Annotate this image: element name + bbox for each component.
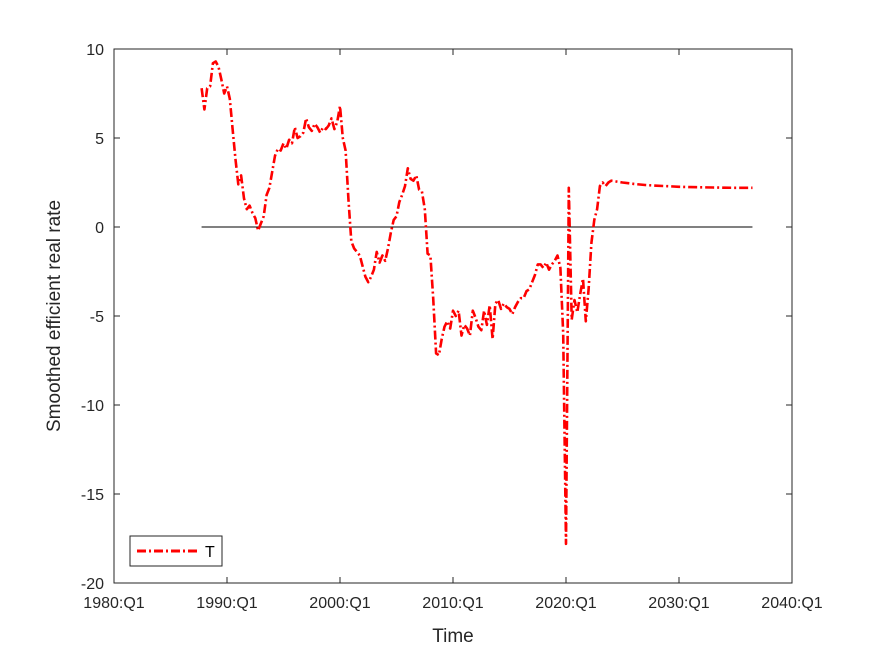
series-layer bbox=[200, 60, 753, 546]
y-axis-label: Smoothed efficient real rate bbox=[44, 200, 65, 432]
y-tick-label: -5 bbox=[90, 309, 104, 326]
x-tick-label: 2020:Q1 bbox=[535, 595, 596, 612]
legend-label-t: T bbox=[205, 544, 215, 561]
x-tick-label: 1980:Q1 bbox=[83, 595, 144, 612]
series-line-t bbox=[200, 60, 753, 546]
y-tick-label: -10 bbox=[81, 398, 104, 415]
y-tick-label: -20 bbox=[81, 576, 104, 593]
y-tick-label: 5 bbox=[95, 131, 104, 148]
x-axis-ticks: 1980:Q1 1990:Q1 2000:Q1 2010:Q1 2020:Q1 2030:… bbox=[83, 49, 823, 612]
x-tick-label: 2010:Q1 bbox=[422, 595, 483, 612]
legend: T bbox=[129, 535, 223, 567]
y-axis-ticks: 10 5 0 -5 -10 -15 -20 bbox=[81, 42, 792, 593]
y-tick-label: 0 bbox=[95, 220, 104, 237]
x-tick-label: 2000:Q1 bbox=[309, 595, 370, 612]
x-tick-label: 2030:Q1 bbox=[648, 595, 709, 612]
x-tick-label: 1990:Q1 bbox=[196, 595, 257, 612]
x-axis-label: Time bbox=[432, 626, 474, 647]
y-tick-label: -15 bbox=[81, 487, 104, 504]
x-tick-label: 2040:Q1 bbox=[761, 595, 822, 612]
y-tick-label: 10 bbox=[86, 42, 104, 59]
